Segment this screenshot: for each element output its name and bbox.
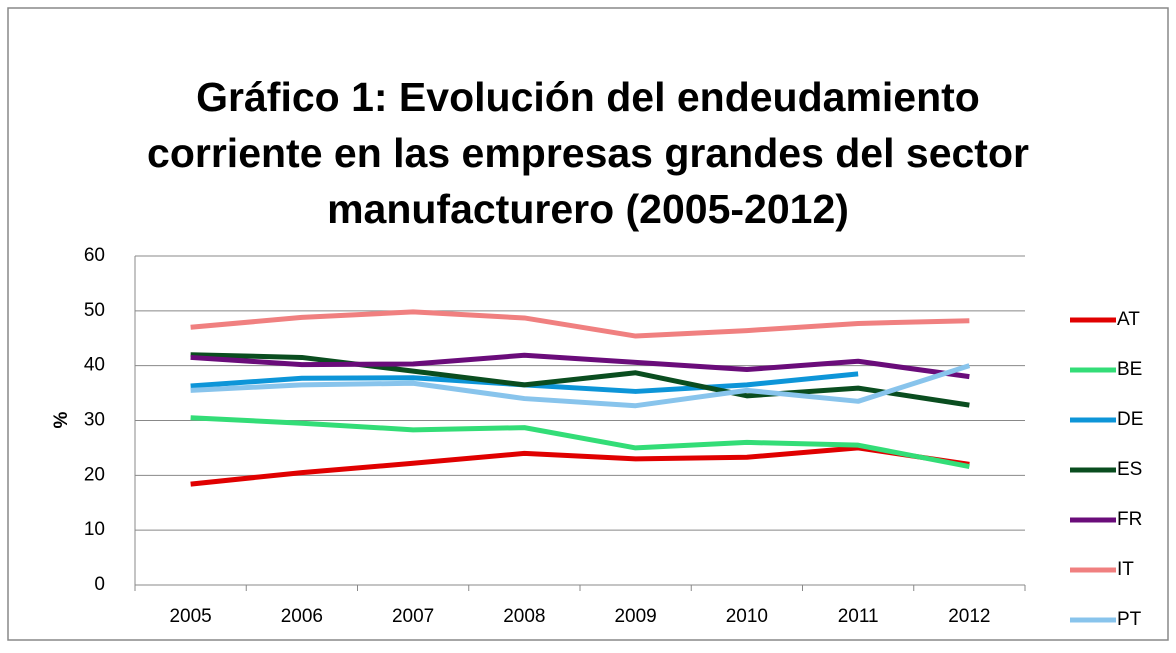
y-tick-label: 40 [84,355,105,376]
legend-label: ES [1117,459,1142,480]
y-tick-label: 30 [84,410,105,431]
legend-label: BE [1117,359,1142,380]
legend-label: PT [1117,609,1142,630]
y-axis-label: % [51,411,72,428]
legend-label: FR [1117,509,1142,530]
chart-title: Gráfico 1: Evolución del endeudamiento [196,74,980,120]
x-tick-label: 2005 [169,606,211,627]
data-line [190,309,970,339]
legend-label: AT [1117,309,1140,330]
data-line [190,352,970,380]
chart-title: manufacturero (2005-2012) [327,186,849,232]
data-line [190,363,971,409]
data-line [190,445,970,487]
y-tick-label: 20 [84,464,105,485]
x-tick-label: 2010 [726,606,768,627]
legend-label: DE [1117,409,1143,430]
x-tick-label: 2012 [948,606,990,627]
y-tick-label: 60 [84,245,105,266]
x-tick-label: 2006 [281,606,323,627]
x-tick-label: 2008 [503,606,545,627]
x-tick-label: 2009 [614,606,656,627]
data-line [190,415,970,470]
y-tick-label: 10 [84,519,105,540]
legend-label: IT [1117,559,1134,580]
y-tick-label: 0 [94,574,105,595]
data-line [190,352,970,408]
chart-title: corriente en las empresas grandes del se… [147,130,1029,176]
x-tick-label: 2007 [392,606,434,627]
y-tick-label: 50 [84,300,105,321]
x-tick-label: 2011 [838,606,879,627]
